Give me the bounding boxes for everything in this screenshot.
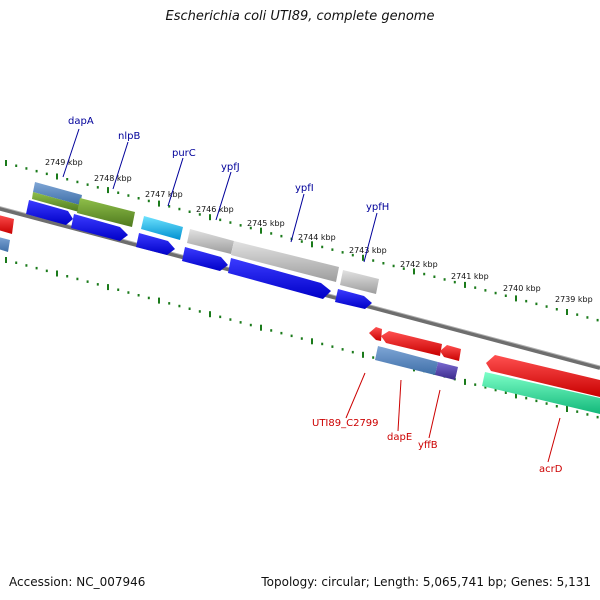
gene-label-purC[interactable]: purC xyxy=(172,148,196,159)
gene-label-dapA[interactable]: dapA xyxy=(68,116,94,127)
feature-blue-arrow[interactable] xyxy=(71,214,128,241)
bottom-gene-labels: UTI89_C2799 dapE yffB acrD xyxy=(312,418,563,475)
gene-label-ypfJ[interactable]: ypfJ xyxy=(221,162,240,173)
gene-label-ypfI[interactable]: ypfI xyxy=(295,183,314,194)
feature-ypfH-bar[interactable] xyxy=(340,270,379,294)
kbp-label: 2749 kbp xyxy=(45,158,83,167)
reverse-features xyxy=(369,327,600,414)
kbp-label: 2744 kbp xyxy=(298,233,336,242)
feature-red-arrow[interactable] xyxy=(381,331,442,356)
kbp-label: 2742 kbp xyxy=(400,260,438,269)
feature-blue-arrow[interactable] xyxy=(335,289,372,309)
feature-olive-bar[interactable] xyxy=(32,192,80,212)
feature-purple-bar[interactable] xyxy=(435,362,458,380)
feature-ypfJ-bar[interactable] xyxy=(187,229,234,254)
feature-red-arrow[interactable] xyxy=(486,355,600,397)
top-gene-labels: dapA nlpB purC ypfJ ypfI ypfH xyxy=(68,116,389,213)
feature-red-small-arrow[interactable] xyxy=(369,327,382,341)
kbp-label: 2745 kbp xyxy=(247,219,285,228)
kbp-label: 2748 kbp xyxy=(94,174,132,183)
kbp-label: 2746 kbp xyxy=(196,205,234,214)
kbp-scale: 2749 kbp 2748 kbp 2747 kbp 2746 kbp 2745… xyxy=(45,158,593,304)
feature-blue-arrow[interactable] xyxy=(26,200,73,225)
forward-features xyxy=(0,182,379,309)
feature-blue-arrow[interactable] xyxy=(182,247,228,271)
feature-left-red-partial[interactable] xyxy=(0,214,14,234)
genome-summary-text: Topology: circular; Length: 5,065,741 bp… xyxy=(261,575,591,589)
gene-label-UTI89-C2799[interactable]: UTI89_C2799 xyxy=(312,418,379,429)
outer-tick-ring xyxy=(5,160,599,322)
kbp-label: 2743 kbp xyxy=(349,246,387,255)
kbp-label: 2739 kbp xyxy=(555,295,593,304)
kbp-label: 2741 kbp xyxy=(451,272,489,281)
kbp-label: 2740 kbp xyxy=(503,284,541,293)
feature-left-steel-partial[interactable] xyxy=(0,236,10,252)
feature-ypfI-bar[interactable] xyxy=(231,241,339,282)
feature-mint-bar[interactable] xyxy=(482,372,600,414)
feature-blue-arrow[interactable] xyxy=(228,258,331,299)
feature-nlpB-bar[interactable] xyxy=(77,198,135,227)
feature-red-arrow[interactable] xyxy=(440,345,461,361)
genome-title: Escherichia coli UTI89, complete genome xyxy=(165,9,435,24)
feature-dapA-bar[interactable] xyxy=(33,182,82,205)
top-callouts xyxy=(62,128,378,263)
bottom-callouts xyxy=(345,372,561,463)
gene-label-yffB[interactable]: yffB xyxy=(418,440,438,451)
feature-blue-arrow[interactable] xyxy=(136,233,175,255)
feature-steel-bar[interactable] xyxy=(375,346,438,375)
gene-label-dapE[interactable]: dapE xyxy=(387,432,412,443)
kbp-label: 2747 kbp xyxy=(145,190,183,199)
gene-label-ypfH[interactable]: ypfH xyxy=(366,202,389,213)
gene-label-nlpB[interactable]: nlpB xyxy=(118,131,140,142)
feature-purC-bar[interactable] xyxy=(141,216,183,240)
gene-label-acrD[interactable]: acrD xyxy=(539,464,563,475)
accession-text: Accession: NC_007946 xyxy=(9,575,146,589)
